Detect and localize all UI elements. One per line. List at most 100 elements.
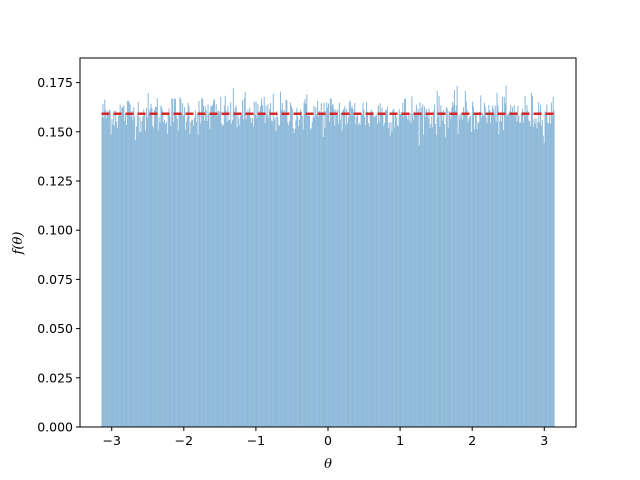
x-tick-label: 0 xyxy=(324,433,332,448)
histogram-bar xyxy=(330,98,332,428)
histogram-bar xyxy=(289,121,291,427)
histogram-bar xyxy=(173,121,175,427)
histogram-bar xyxy=(377,105,379,427)
histogram-bar xyxy=(343,108,345,427)
histogram-bar xyxy=(247,109,249,427)
histogram-bar xyxy=(505,85,507,427)
histogram-bar xyxy=(314,116,316,428)
histogram-bar xyxy=(354,103,356,428)
histogram-bar xyxy=(381,107,383,427)
histogram-bar xyxy=(378,121,380,428)
histogram-bar xyxy=(298,126,300,428)
histogram-bar xyxy=(148,112,150,428)
histogram-bar xyxy=(322,137,324,427)
histogram-bar xyxy=(467,122,469,427)
histogram-bar xyxy=(489,110,491,427)
histogram-bar xyxy=(337,109,339,427)
histogram-bar xyxy=(156,98,158,427)
histogram-bar xyxy=(488,104,490,427)
histogram-bar xyxy=(165,122,167,428)
histogram-bar xyxy=(345,124,347,427)
histogram-bar xyxy=(169,116,171,427)
histogram-bar xyxy=(266,114,268,427)
histogram-bar xyxy=(487,114,489,427)
histogram-bar xyxy=(241,100,243,427)
histogram-bar xyxy=(135,140,137,427)
histogram-bar xyxy=(285,99,287,428)
histogram-bar xyxy=(376,123,378,427)
histogram-bar xyxy=(293,133,295,427)
histogram-bar xyxy=(442,120,444,428)
histogram-bar xyxy=(193,125,195,428)
histogram-bar xyxy=(272,94,274,428)
histogram-bar xyxy=(210,106,212,428)
histogram-bar xyxy=(281,102,283,428)
histogram-bar xyxy=(137,102,139,428)
histogram-bar xyxy=(527,110,529,428)
histogram-bar xyxy=(159,122,161,428)
histogram-bar xyxy=(291,108,293,428)
x-tick-label: −1 xyxy=(247,433,265,448)
histogram-bar xyxy=(180,99,182,427)
histogram-bar xyxy=(294,128,296,427)
histogram-bar xyxy=(369,112,371,427)
histogram-bar xyxy=(460,113,462,428)
histogram-bar xyxy=(101,116,103,427)
histogram-bar xyxy=(502,130,504,427)
histogram-bar xyxy=(183,107,186,428)
histogram-bar xyxy=(207,104,209,427)
histogram-bar xyxy=(145,107,147,427)
histogram-bar xyxy=(419,101,421,428)
histogram-bar xyxy=(388,122,390,427)
y-axis-ticks: 0.000 0.025 0.050 0.075 0.100 0.125 0.150 0.175 xyxy=(37,75,80,435)
histogram-bar xyxy=(403,117,405,427)
histogram-bar xyxy=(451,107,453,427)
histogram-bar xyxy=(337,123,340,427)
histogram-bar xyxy=(234,108,236,427)
y-tick-label: 0.075 xyxy=(37,272,73,287)
histogram-bar xyxy=(109,110,111,427)
histogram-bar xyxy=(549,113,551,427)
histogram-bar xyxy=(360,114,362,428)
histogram-bar xyxy=(217,111,219,427)
histogram-bar xyxy=(432,127,434,427)
histogram-bar xyxy=(546,104,548,427)
histogram-bar xyxy=(399,113,401,427)
histogram-bar xyxy=(276,111,278,427)
histogram-bar xyxy=(444,137,446,427)
histogram-bar xyxy=(424,116,426,428)
histogram-bar xyxy=(284,112,286,427)
histogram-bar xyxy=(500,115,502,427)
histogram-bar xyxy=(168,108,170,427)
histogram-bar xyxy=(163,122,165,428)
histogram-bar xyxy=(176,118,178,427)
histogram-bar xyxy=(493,112,495,428)
histogram-bar xyxy=(357,124,359,428)
histogram-bar xyxy=(318,110,320,427)
histogram-bar xyxy=(472,106,475,428)
histogram-bar xyxy=(157,130,159,427)
histogram-bar xyxy=(191,119,193,428)
histogram-bar xyxy=(347,123,349,427)
histogram-bar xyxy=(254,114,256,427)
histogram-bar xyxy=(203,120,205,427)
histogram-bar xyxy=(231,120,234,428)
histogram-bar xyxy=(228,119,230,428)
histogram-bar xyxy=(443,124,446,428)
histogram-bar xyxy=(405,115,407,427)
histogram-bar xyxy=(410,123,412,428)
histogram-bar xyxy=(422,104,424,427)
histogram-bar xyxy=(218,110,220,427)
histogram-bar xyxy=(383,126,385,427)
histogram-bar xyxy=(239,125,241,428)
histogram-bar xyxy=(195,121,197,428)
histogram-bar xyxy=(197,134,199,428)
histogram-bar xyxy=(396,125,398,428)
histogram-bar xyxy=(395,116,398,427)
histogram-bar xyxy=(186,117,188,428)
histogram-bar xyxy=(246,113,248,428)
histogram-bar xyxy=(384,122,386,428)
histogram-bar xyxy=(326,102,328,427)
histogram-bar xyxy=(150,103,152,428)
histogram-bar xyxy=(274,117,276,427)
